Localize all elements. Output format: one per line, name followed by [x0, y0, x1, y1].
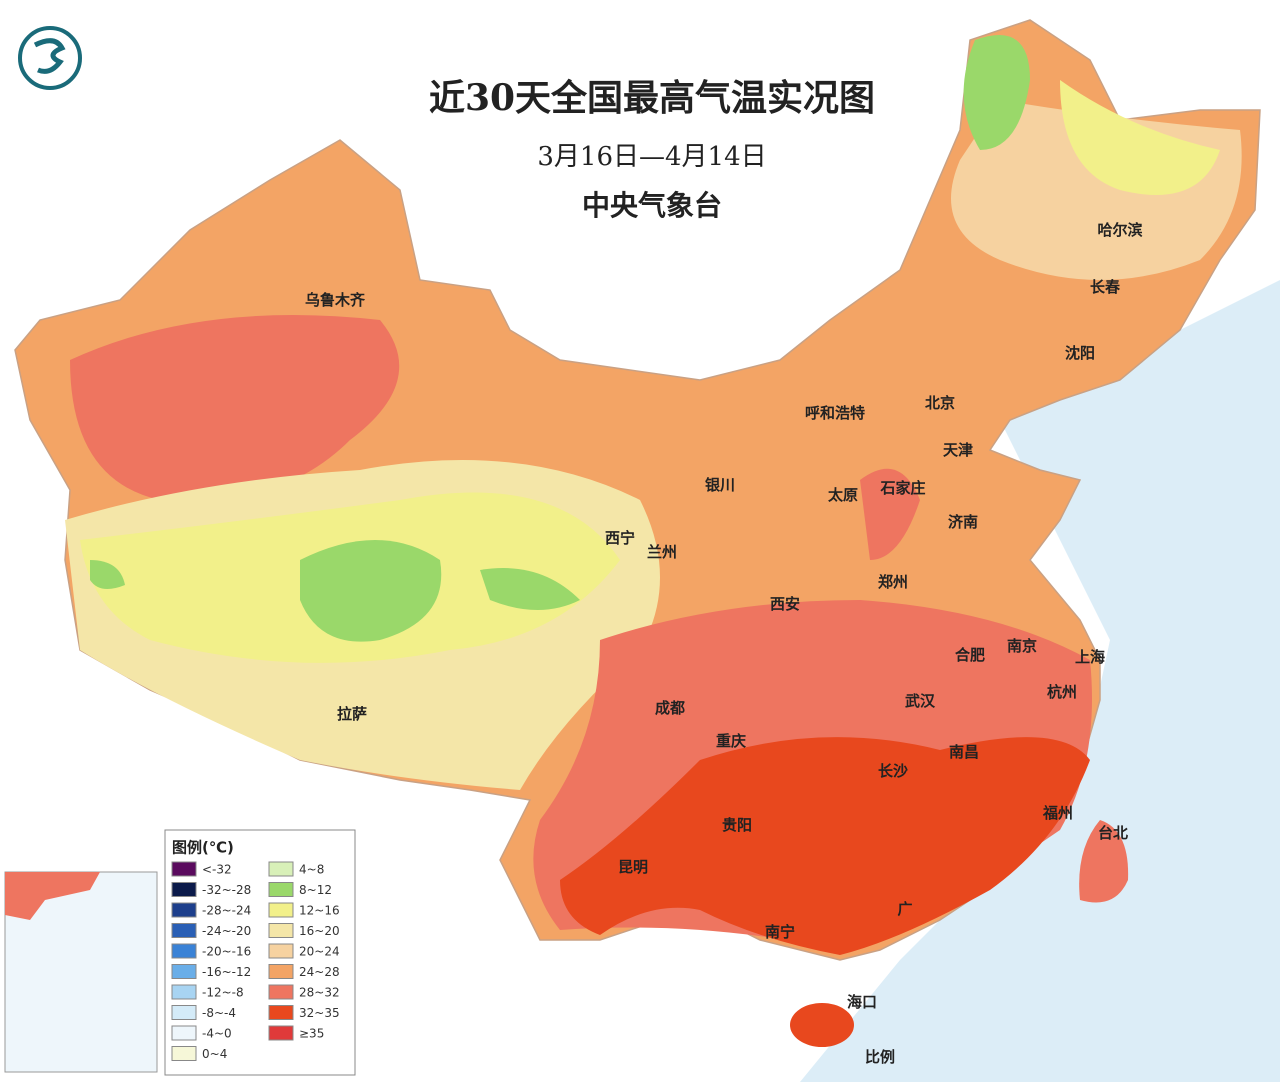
city-label: 台北 [1098, 824, 1128, 842]
legend-label: -32~-28 [202, 883, 251, 897]
legend: 图例(℃) <-32 -32~-28 -28~-24 -24~-20 -20~-16 -1… [164, 829, 356, 1076]
city-label: 西宁 [605, 529, 635, 547]
city-label: 贵阳 [722, 816, 752, 834]
legend-label: -24~-20 [202, 924, 251, 938]
city-label: 南京 [1007, 637, 1037, 655]
legend-label: 8~12 [299, 883, 332, 897]
legend-label: 24~28 [299, 965, 340, 979]
legend-label: <-32 [202, 863, 232, 877]
legend-label: -12~-8 [202, 986, 244, 1000]
legend-swatch [268, 943, 294, 959]
land [14, 19, 1261, 1047]
legend-swatch [171, 1046, 197, 1061]
legend-label: 16~20 [299, 924, 340, 938]
city-label: 合肥 [954, 646, 985, 664]
city-label: 兰州 [647, 543, 677, 561]
legend-swatch [171, 861, 197, 877]
city-label: 长沙 [878, 762, 908, 780]
city-label: 杭州 [1047, 683, 1077, 701]
city-label: 昆明 [618, 858, 648, 876]
legend-swatch [171, 923, 197, 938]
city-label: 北京 [925, 394, 955, 412]
agency: 中央气象台 [582, 189, 722, 222]
legend-box [164, 829, 356, 1076]
city-label: 成都 [655, 699, 685, 717]
city-label: 重庆 [716, 732, 746, 750]
city-label: 上海 [1075, 648, 1105, 666]
city-label: 福州 [1042, 804, 1073, 822]
city-label: 广 [897, 900, 912, 918]
city-label: 太原 [828, 486, 858, 504]
city-label: 银川 [705, 476, 735, 494]
city-label: 沈阳 [1065, 344, 1095, 362]
legend-swatch [268, 1005, 294, 1020]
city-label: 长春 [1090, 278, 1120, 296]
inset-map [4, 871, 158, 1073]
legend-label: 12~16 [299, 904, 340, 918]
sea [800, 280, 1280, 1082]
scale-label: 比例 [865, 1048, 895, 1066]
city-label: 海口 [847, 993, 877, 1011]
legend-swatch [171, 943, 197, 959]
legend-label: 4~8 [299, 863, 324, 877]
legend-label: -28~-24 [202, 904, 251, 918]
legend-label: -8~-4 [202, 1006, 236, 1020]
legend-swatch [171, 984, 197, 1000]
legend-label: 20~24 [299, 945, 340, 959]
legend-title: 图例(℃) [172, 839, 234, 857]
city-label: 济南 [948, 513, 978, 531]
legend-swatch [268, 882, 294, 897]
legend-label: 28~32 [299, 986, 340, 1000]
legend-swatch [171, 882, 197, 897]
legend-swatch [268, 861, 294, 877]
legend-swatch [171, 1025, 197, 1041]
city-label: 南昌 [949, 743, 979, 761]
legend-swatch [268, 984, 294, 1000]
city-label: 西安 [770, 595, 800, 613]
legend-swatch [171, 902, 197, 918]
city-label: 武汉 [905, 692, 936, 710]
legend-swatch [268, 964, 294, 979]
legend-swatch [268, 923, 294, 938]
city-label: 郑州 [878, 573, 908, 591]
city-label: 拉萨 [337, 705, 367, 723]
city-label: 石家庄 [879, 479, 925, 497]
city-label: 哈尔滨 [1097, 221, 1142, 239]
title: 近30天全国最高气温实况图 [429, 77, 875, 119]
legend-label: -20~-16 [202, 945, 251, 959]
legend-swatch [268, 902, 294, 918]
city-label: 呼和浩特 [805, 404, 865, 422]
legend-label: -16~-12 [202, 965, 251, 979]
city-label: 天津 [943, 441, 973, 459]
legend-swatch [171, 964, 197, 979]
legend-label: -4~0 [202, 1027, 232, 1041]
logo [18, 26, 82, 90]
city-label: 乌鲁木齐 [305, 291, 366, 309]
date-range: 3月16日—4月14日 [537, 142, 766, 172]
legend-swatch [171, 1005, 197, 1020]
legend-label: 32~35 [299, 1006, 340, 1020]
city-label: 南宁 [765, 923, 795, 941]
legend-label: ≥35 [299, 1027, 324, 1041]
legend-label: 0~4 [202, 1047, 227, 1061]
legend-swatch [268, 1025, 294, 1041]
